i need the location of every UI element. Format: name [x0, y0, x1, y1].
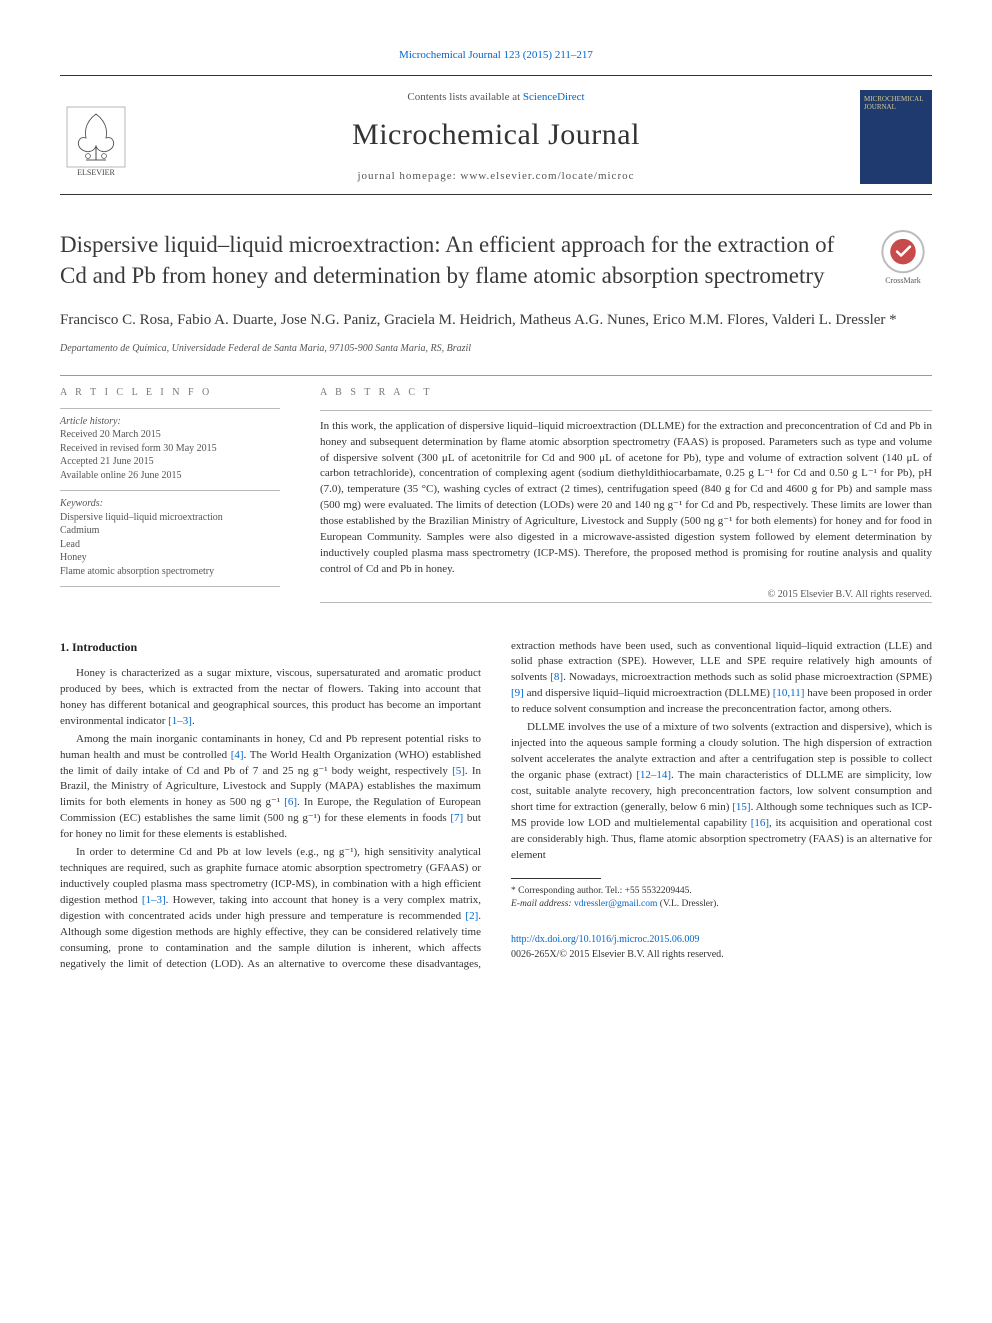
- citation-link[interactable]: [12–14]: [636, 769, 671, 781]
- citation-link[interactable]: [2]: [465, 910, 478, 922]
- email-line: E-mail address: vdressler@gmail.com (V.L…: [511, 898, 932, 911]
- citation-link[interactable]: [4]: [231, 749, 244, 761]
- body-columns: 1. Introduction Honey is characterized a…: [60, 639, 932, 973]
- abstract-heading: A B S T R A C T: [320, 386, 932, 400]
- footnote-block: * Corresponding author. Tel.: +55 553220…: [511, 878, 932, 963]
- email-label: E-mail address:: [511, 899, 574, 909]
- contents-line: Contents lists available at ScienceDirec…: [150, 90, 842, 105]
- publisher-label: ELSEVIER: [77, 168, 115, 179]
- journal-cover-thumbnail: MICROCHEMICAL JOURNAL: [860, 90, 932, 184]
- article-title: Dispersive liquid–liquid microextraction…: [60, 229, 854, 291]
- keyword: Honey: [60, 551, 280, 565]
- keywords-label: Keywords:: [60, 497, 280, 511]
- corresponding-author: * Corresponding author. Tel.: +55 553220…: [511, 885, 932, 898]
- homepage-label: journal homepage:: [358, 170, 461, 182]
- footer-block: http://dx.doi.org/10.1016/j.microc.2015.…: [511, 933, 932, 962]
- keyword: Dispersive liquid–liquid microextraction: [60, 511, 280, 525]
- elsevier-logo: ELSEVIER: [60, 95, 132, 179]
- homepage-url[interactable]: www.elsevier.com/locate/microc: [460, 170, 634, 182]
- crossmark-badge[interactable]: CrossMark: [874, 229, 932, 287]
- abstract-copyright: © 2015 Elsevier B.V. All rights reserved…: [320, 588, 932, 602]
- citation-link[interactable]: [8]: [550, 671, 563, 683]
- paragraph: DLLME involves the use of a mixture of t…: [511, 720, 932, 863]
- body-text: . Nowadays, microextraction methods such…: [563, 671, 932, 683]
- page: Microchemical Journal 123 (2015) 211–217…: [0, 0, 992, 1013]
- email-person: (V.L. Dressler).: [657, 899, 718, 909]
- doi-link[interactable]: http://dx.doi.org/10.1016/j.microc.2015.…: [511, 934, 699, 945]
- citation-link[interactable]: [9]: [511, 687, 524, 699]
- affiliation: Departamento de Química, Universidade Fe…: [60, 342, 932, 356]
- crossmark-icon: [880, 229, 926, 274]
- paragraph: Among the main inorganic contaminants in…: [60, 732, 481, 844]
- abstract-rule-bottom: [320, 602, 932, 603]
- article-info-col: A R T I C L E I N F O Article history: R…: [60, 386, 280, 610]
- contents-prefix: Contents lists available at: [407, 91, 522, 103]
- keyword: Lead: [60, 538, 280, 552]
- body-text: .: [192, 715, 195, 727]
- article-info-heading: A R T I C L E I N F O: [60, 386, 280, 400]
- authors: Francisco C. Rosa, Fabio A. Duarte, Jose…: [60, 309, 932, 332]
- section-heading-introduction: 1. Introduction: [60, 639, 481, 656]
- issn-line: 0026-265X/© 2015 Elsevier B.V. All right…: [511, 949, 724, 960]
- citation-link[interactable]: [1–3]: [142, 894, 166, 906]
- body-text: Honey is characterized as a sugar mixtur…: [60, 667, 481, 727]
- revised: Received in revised form 30 May 2015: [60, 442, 280, 456]
- rule-info-top: [60, 375, 932, 376]
- citation-link[interactable]: [5]: [452, 765, 465, 777]
- keyword: Flame atomic absorption spectrometry: [60, 565, 280, 579]
- citation-link[interactable]: [1–3]: [168, 715, 192, 727]
- journal-name: Microchemical Journal: [150, 115, 842, 156]
- info-rule-3: [60, 586, 280, 587]
- received: Received 20 March 2015: [60, 428, 280, 442]
- elsevier-tree-icon: [66, 106, 126, 168]
- citation-link[interactable]: [15]: [732, 801, 750, 813]
- paragraph: Honey is characterized as a sugar mixtur…: [60, 666, 481, 730]
- citation-link[interactable]: [7]: [450, 812, 463, 824]
- citation-link[interactable]: [6]: [284, 796, 297, 808]
- journal-homepage: journal homepage: www.elsevier.com/locat…: [150, 169, 842, 184]
- journal-header: ELSEVIER Contents lists available at Sci…: [60, 76, 932, 194]
- footnote-separator: [511, 878, 601, 879]
- footnotes: * Corresponding author. Tel.: +55 553220…: [511, 885, 932, 912]
- email-link[interactable]: vdressler@gmail.com: [574, 899, 657, 909]
- top-citation-link[interactable]: Microchemical Journal 123 (2015) 211–217: [399, 49, 593, 61]
- crossmark-label: CrossMark: [885, 276, 921, 287]
- abstract-col: A B S T R A C T In this work, the applic…: [320, 386, 932, 610]
- citation-link[interactable]: [10,11]: [773, 687, 805, 699]
- rule-below-header: [60, 194, 932, 195]
- top-citation: Microchemical Journal 123 (2015) 211–217: [60, 48, 932, 63]
- title-area: Dispersive liquid–liquid microextraction…: [60, 229, 932, 291]
- body-text: and dispersive liquid–liquid microextrac…: [524, 687, 773, 699]
- abstract-rule-top: [320, 410, 932, 411]
- citation-link[interactable]: [16]: [751, 817, 769, 829]
- sciencedirect-link[interactable]: ScienceDirect: [523, 91, 585, 103]
- cover-title: MICROCHEMICAL JOURNAL: [864, 96, 928, 111]
- info-rule-2: [60, 490, 280, 491]
- header-center: Contents lists available at ScienceDirec…: [150, 90, 842, 184]
- abstract-text: In this work, the application of dispers…: [320, 419, 932, 578]
- online: Available online 26 June 2015: [60, 469, 280, 483]
- accepted: Accepted 21 June 2015: [60, 455, 280, 469]
- info-rule-1: [60, 408, 280, 409]
- history-label: Article history:: [60, 415, 280, 429]
- info-abstract-row: A R T I C L E I N F O Article history: R…: [60, 386, 932, 610]
- keyword: Cadmium: [60, 524, 280, 538]
